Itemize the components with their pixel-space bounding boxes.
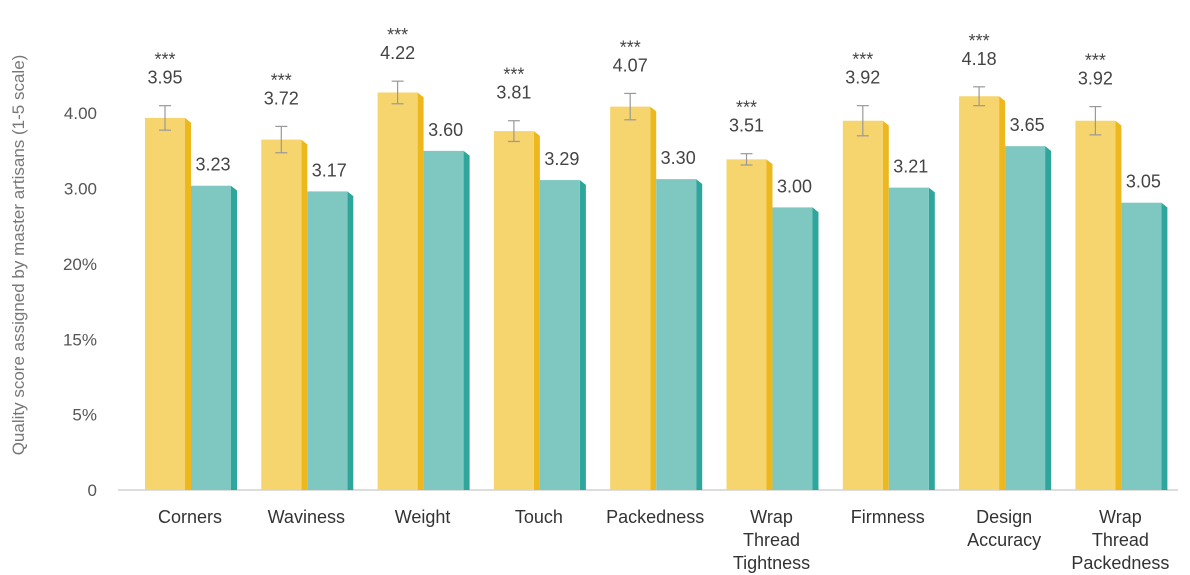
x-tick-label-line: Firmness <box>851 507 925 527</box>
bar-side <box>579 180 586 490</box>
bar-side <box>1161 202 1168 490</box>
bar-side <box>650 106 657 490</box>
data-label: 3.65 <box>1010 115 1045 135</box>
bar-side <box>696 179 703 490</box>
data-label: 3.21 <box>893 157 928 177</box>
bar <box>959 96 1000 490</box>
bar <box>539 180 580 490</box>
significance-label: *** <box>852 50 873 70</box>
y-axis-title: Quality score assigned by master artisan… <box>9 55 28 456</box>
y-tick-label: 20% <box>63 255 97 274</box>
bar-side <box>999 96 1006 490</box>
bar-side <box>766 159 773 490</box>
bar <box>377 92 418 490</box>
x-tick-label: Weight <box>395 507 451 527</box>
bar <box>145 117 185 490</box>
bar <box>191 185 231 490</box>
data-label: 3.72 <box>264 88 299 108</box>
significance-label: *** <box>154 50 175 70</box>
bar <box>726 159 767 490</box>
data-label: 4.18 <box>962 49 997 69</box>
data-label: 3.29 <box>544 149 579 169</box>
x-tick-label-line: Wrap <box>1099 507 1142 527</box>
bar-side <box>301 139 308 491</box>
y-tick-label: 0 <box>88 481 97 500</box>
bar-side <box>533 131 540 490</box>
x-tick-label: Waviness <box>268 507 345 527</box>
bar-side <box>812 207 819 490</box>
value-labels: 3.95***3.233.72***3.174.22***3.603.81***… <box>147 25 1160 196</box>
x-tick-label-line: Thread <box>1092 530 1149 550</box>
bar <box>261 139 302 491</box>
bar <box>493 131 534 490</box>
bar <box>656 179 697 490</box>
bar <box>888 187 929 491</box>
data-label: 3.95 <box>147 68 182 88</box>
data-label: 3.92 <box>1078 69 1113 89</box>
significance-label: *** <box>503 65 524 85</box>
y-axis-label: Quality score assigned by master artisan… <box>9 55 28 456</box>
y-tick-label: 3.00 <box>64 180 97 199</box>
bar-side <box>417 92 424 490</box>
data-label: 3.00 <box>777 176 812 196</box>
bar-side <box>1115 120 1122 491</box>
bar <box>423 150 464 490</box>
significance-label: *** <box>271 70 292 90</box>
x-tick-label: Design Accuracy <box>967 507 1041 550</box>
x-tick-label-line: Design <box>976 507 1032 527</box>
x-tick-label-line: Wrap <box>750 507 793 527</box>
data-label: 4.22 <box>380 43 415 63</box>
x-tick-label-line: Packedness <box>606 507 704 527</box>
significance-label: *** <box>1085 51 1106 71</box>
significance-label: *** <box>969 31 990 51</box>
y-tick-label: 5% <box>72 406 97 425</box>
x-tick-label-line: Touch <box>515 507 563 527</box>
x-tick-label-line: Waviness <box>268 507 345 527</box>
bar <box>1005 146 1046 491</box>
data-label: 3.60 <box>428 120 463 140</box>
x-tick-label-line: Packedness <box>1071 553 1169 573</box>
significance-label: *** <box>736 98 757 118</box>
data-label: 3.23 <box>195 155 230 175</box>
data-label: 3.51 <box>729 116 764 136</box>
x-tick-label-line: Weight <box>395 507 451 527</box>
data-label: 3.92 <box>845 68 880 88</box>
bar <box>1121 202 1162 490</box>
y-tick-label: 4.00 <box>64 104 97 123</box>
bar <box>610 106 651 490</box>
x-tick-label: Wrap Thread Tightness <box>733 507 810 573</box>
x-tick-label-line: Accuracy <box>967 530 1041 550</box>
x-tick-label-line: Tightness <box>733 553 810 573</box>
x-tick-label-line: Corners <box>158 507 222 527</box>
data-label: 3.81 <box>496 83 531 103</box>
bars <box>145 80 1168 491</box>
bar-side <box>231 185 237 490</box>
data-label: 3.17 <box>312 160 347 180</box>
significance-label: *** <box>620 37 641 57</box>
x-tick-label: Firmness <box>851 507 925 527</box>
y-axis-ticks: 0 5% 15% 20% 3.00 4.00 <box>63 104 97 500</box>
y-tick-label: 15% <box>63 330 97 349</box>
x-tick-label: Wrap Thread Packedness <box>1071 507 1169 573</box>
data-label: 3.05 <box>1126 172 1161 192</box>
bar <box>842 120 883 491</box>
x-tick-label: Corners <box>158 507 222 527</box>
data-label: 3.30 <box>661 148 696 168</box>
category-labels: Corners Waviness Weight Touch Packedness Wrap… <box>158 507 1169 573</box>
significance-label: *** <box>387 25 408 45</box>
bar-side <box>1045 146 1052 491</box>
bar-side <box>928 187 935 491</box>
data-label: 4.07 <box>613 55 648 75</box>
bar <box>772 207 813 490</box>
bar <box>307 191 348 491</box>
x-tick-label: Touch <box>515 507 563 527</box>
x-tick-label-line: Thread <box>743 530 800 550</box>
bar-side <box>347 191 354 491</box>
bar-side <box>185 117 191 490</box>
x-tick-label: Packedness <box>606 507 704 527</box>
bar-side <box>463 150 470 490</box>
bar <box>1075 120 1116 491</box>
bar-side <box>882 120 889 491</box>
